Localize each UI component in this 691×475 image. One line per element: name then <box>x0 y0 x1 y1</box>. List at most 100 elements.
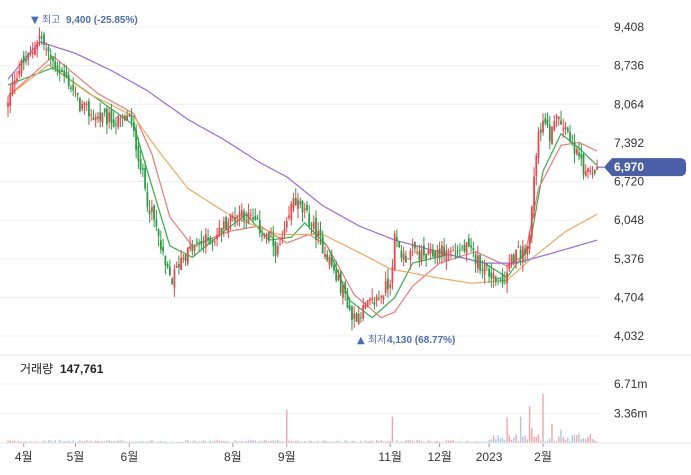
candle-body <box>252 217 254 220</box>
candle-body <box>108 112 111 122</box>
candle-body <box>459 249 461 251</box>
volume-bar <box>124 441 126 443</box>
volume-bar <box>25 441 27 443</box>
volume-bar <box>535 436 537 443</box>
current-price-badge-shape <box>604 158 686 177</box>
candle-body <box>521 246 524 263</box>
candle-body <box>225 217 227 230</box>
candle-body <box>94 117 97 121</box>
volume-bar <box>162 441 164 443</box>
volume-bar <box>68 440 70 443</box>
candle-body <box>18 70 21 75</box>
candle-body <box>344 282 347 294</box>
volume-bar <box>465 440 468 443</box>
volume-bar <box>594 440 596 443</box>
volume-bar <box>254 440 256 443</box>
candle-body <box>198 243 200 245</box>
volume-bar <box>263 440 265 443</box>
time-axis-label: 11월 <box>378 450 402 464</box>
candle-body <box>301 201 304 213</box>
volume-bar <box>524 435 526 443</box>
candle-body <box>557 116 560 120</box>
candle-body <box>373 301 376 305</box>
candle-body <box>366 300 369 308</box>
volume-bar <box>29 441 32 443</box>
candle-body <box>126 115 128 121</box>
volume-bar <box>360 440 362 443</box>
candle-body <box>544 118 547 124</box>
volume-bar <box>9 440 11 443</box>
candle-body <box>362 305 365 319</box>
candle-body <box>288 215 290 218</box>
volume-bar <box>115 441 117 443</box>
volume-bar <box>396 440 398 443</box>
volume-bar <box>151 440 153 443</box>
candle-body <box>227 221 230 234</box>
candle-body <box>477 255 479 269</box>
volume-bar <box>83 441 86 443</box>
volume-bar <box>146 441 149 443</box>
volume-bar <box>290 440 292 443</box>
volume-bar <box>459 441 461 443</box>
candle-body <box>92 117 95 120</box>
candle-body <box>378 298 380 300</box>
candle-body <box>130 114 133 122</box>
volume-bar <box>322 441 324 443</box>
time-axis-label: 6월 <box>121 450 139 464</box>
candlesticks <box>7 27 598 331</box>
volume-title: 거래량 <box>20 362 53 376</box>
candle-body <box>452 250 454 252</box>
high-annotation: ▼ 최고 9,400 (-25.85%) <box>31 14 138 26</box>
candle-body <box>416 251 419 253</box>
candle-body <box>243 211 245 221</box>
volume-bar <box>106 440 108 443</box>
candle-body <box>317 231 320 237</box>
candle-body <box>582 154 585 174</box>
volume-bar <box>313 441 315 443</box>
volume-bar <box>41 441 43 443</box>
volume-bar <box>90 440 92 443</box>
volume-bar <box>292 441 295 443</box>
volume-bar <box>16 441 18 443</box>
candle-body <box>400 250 403 258</box>
candle-body <box>178 264 180 268</box>
candle-body <box>303 208 306 211</box>
candle-body <box>312 222 315 229</box>
candle-body <box>247 212 250 224</box>
candle-body <box>425 253 427 259</box>
candle-body <box>571 136 574 138</box>
candle-body <box>38 36 41 40</box>
candle-body <box>348 305 351 310</box>
candle-body <box>76 92 79 95</box>
candle-body <box>593 169 596 174</box>
candle-body <box>407 258 410 260</box>
candle-body <box>447 251 450 253</box>
candle-body <box>319 229 322 236</box>
candle-body <box>542 120 544 133</box>
candle-body <box>330 255 333 266</box>
candle-body <box>472 247 475 251</box>
candle-body <box>238 213 241 218</box>
candle-body <box>265 233 268 237</box>
candle-body <box>481 269 484 271</box>
candle-body <box>65 72 68 77</box>
volume-bar <box>18 441 20 443</box>
price-tick-label: 5,376 <box>614 252 644 266</box>
volume-bar <box>220 441 223 443</box>
volume-bar <box>474 441 477 443</box>
volume-bar <box>412 440 414 443</box>
volume-bar <box>164 441 167 443</box>
candle-body <box>333 265 335 271</box>
volume-bar <box>36 441 38 443</box>
candle-body <box>384 281 387 293</box>
candle-body <box>124 115 126 121</box>
volume-bar <box>470 441 472 443</box>
volume-bar <box>97 440 99 443</box>
volume-bar <box>34 441 36 443</box>
volume-bar <box>214 440 216 443</box>
volume-bar <box>160 440 162 443</box>
candle-body <box>40 36 43 39</box>
candle-body <box>537 131 540 158</box>
candle-body <box>494 276 497 282</box>
candle-body <box>566 127 569 132</box>
